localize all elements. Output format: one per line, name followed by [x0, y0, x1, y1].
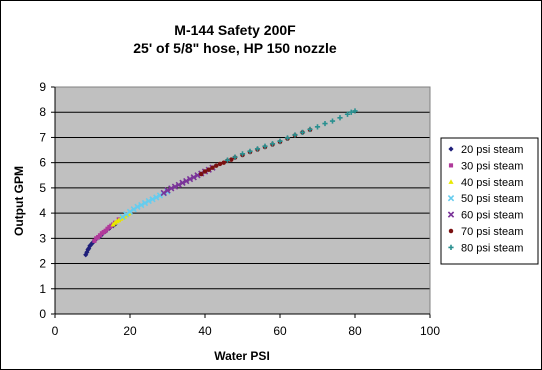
y-tick-label: 7	[39, 130, 46, 144]
data-point	[217, 161, 223, 167]
data-point	[210, 165, 215, 170]
legend	[440, 137, 539, 265]
data-point	[138, 201, 145, 209]
data-point	[164, 187, 171, 194]
data-point	[141, 199, 149, 207]
x-tick-label: 100	[420, 324, 440, 338]
legend-label: 30 psi steam	[461, 160, 523, 172]
data-point	[232, 154, 238, 160]
data-point	[239, 151, 246, 157]
legend-label: 60 psi steam	[461, 210, 523, 222]
data-point	[186, 175, 194, 183]
plot-area	[55, 87, 430, 314]
data-points	[83, 108, 358, 258]
y-tick-label: 6	[39, 156, 46, 170]
data-point	[160, 189, 167, 197]
legend-entries: 20 psi steam 30 psi steam 40 psi steam 50 p…	[447, 144, 523, 254]
data-point	[202, 169, 208, 174]
data-point	[134, 203, 141, 210]
legend-label: 20 psi steam	[461, 144, 523, 156]
legend-marker	[448, 163, 454, 168]
data-point	[329, 118, 336, 124]
x-tick-label: 40	[198, 324, 212, 338]
data-point	[307, 126, 313, 132]
legend-label: 80 psi steam	[461, 242, 523, 254]
data-point	[149, 196, 156, 203]
legend-marker	[448, 146, 454, 152]
y-tick-label: 9	[39, 80, 46, 94]
chart-title: M-144 Safety 200F	[174, 22, 296, 38]
series-7-points	[224, 108, 358, 163]
y-tick-label: 5	[39, 181, 46, 195]
data-point	[254, 146, 261, 152]
data-point	[206, 167, 211, 172]
data-point	[262, 143, 268, 149]
data-point	[199, 171, 204, 177]
data-point	[86, 245, 92, 252]
tick-labels: 0 1 2 3 4 5 6 7 8 9 0 20 40 60 80 100	[39, 80, 440, 338]
data-point	[179, 179, 186, 187]
y-tick-label: 1	[39, 282, 46, 296]
x-tick-label: 0	[52, 324, 59, 338]
data-point	[130, 206, 137, 213]
axes	[51, 86, 431, 318]
data-point	[348, 109, 354, 115]
data-point	[229, 157, 234, 162]
y-axis-title: Output GPM	[12, 166, 26, 236]
data-point	[190, 174, 197, 181]
data-point	[247, 148, 253, 154]
data-point	[284, 135, 291, 141]
data-point	[269, 141, 276, 147]
legend-label: 70 psi steam	[461, 226, 523, 238]
data-point	[123, 211, 130, 218]
legend-label: 40 psi steam	[461, 177, 523, 189]
x-tick-label: 80	[348, 324, 362, 338]
data-point	[175, 181, 182, 189]
data-point	[292, 132, 298, 138]
data-point	[322, 120, 328, 127]
data-point	[153, 194, 160, 201]
data-point	[168, 185, 175, 192]
data-point	[183, 177, 190, 185]
data-point	[126, 208, 134, 216]
data-point	[145, 197, 152, 205]
data-point	[92, 238, 97, 243]
data-point	[352, 108, 358, 114]
y-tick-label: 4	[39, 206, 46, 220]
legend-marker	[448, 179, 454, 184]
data-point	[214, 163, 219, 168]
y-tick-label: 3	[39, 231, 46, 245]
legend-marker	[448, 228, 454, 234]
x-axis-title: Water PSI	[214, 349, 270, 363]
legend-marker	[447, 211, 455, 218]
legend-marker	[447, 195, 455, 202]
data-point	[221, 160, 226, 165]
x-tick-label: 60	[273, 324, 287, 338]
data-point	[224, 157, 231, 163]
x-tick-label: 20	[123, 324, 137, 338]
y-tick-label: 2	[39, 257, 46, 271]
legend-marker	[448, 244, 454, 250]
data-point	[83, 252, 89, 258]
data-point	[344, 111, 351, 117]
chart-subtitle: 25' of 5/8" hose, HP 150 nozzle	[133, 40, 337, 56]
data-point	[314, 124, 321, 130]
legend-label: 50 psi steam	[461, 193, 523, 205]
y-tick-label: 8	[39, 105, 46, 119]
data-point	[299, 129, 306, 135]
data-point	[156, 192, 164, 199]
data-point	[337, 115, 343, 121]
y-tick-label: 0	[39, 307, 46, 321]
data-point	[119, 213, 126, 221]
data-point	[277, 138, 283, 144]
data-point	[171, 183, 179, 190]
